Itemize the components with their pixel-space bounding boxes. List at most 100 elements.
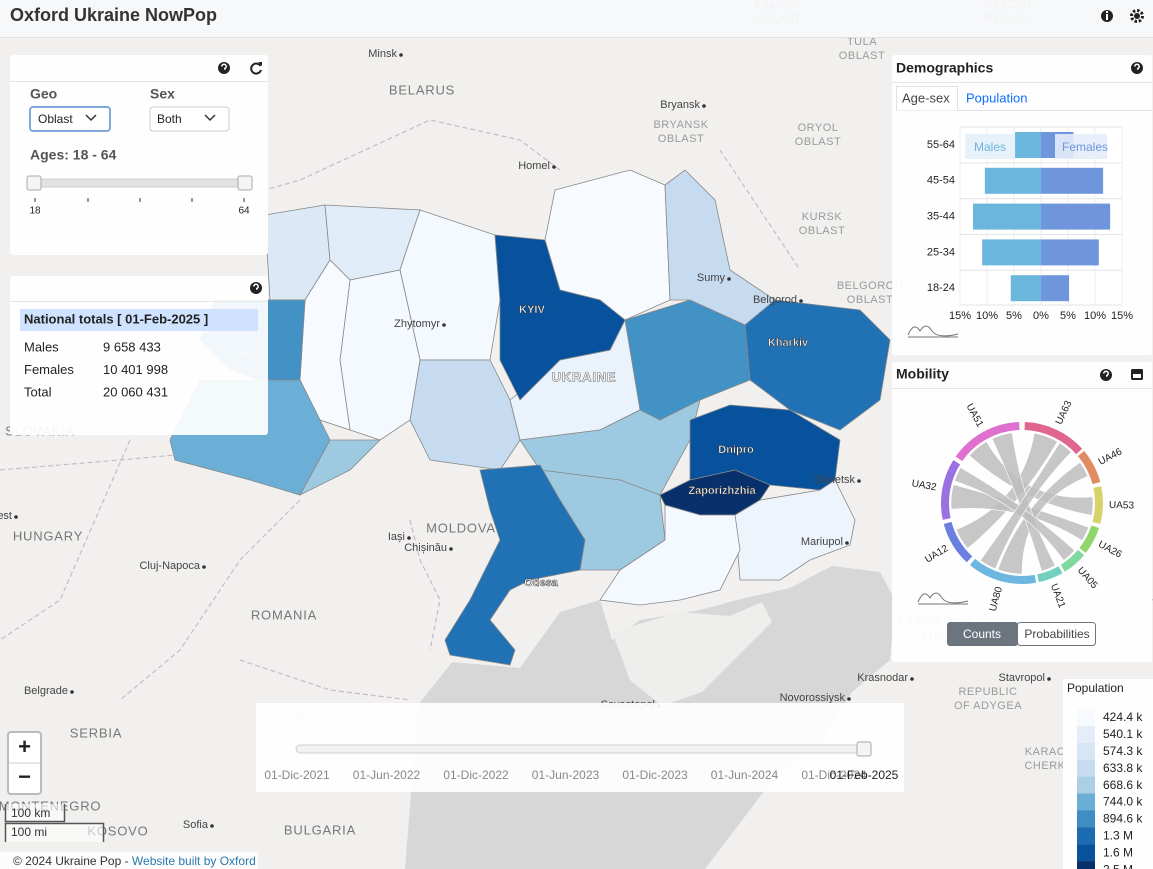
chord-group[interactable]: [955, 422, 1020, 462]
map-label: BELARUS: [389, 82, 455, 97]
footer-link[interactable]: Website built by Oxford: [132, 854, 256, 868]
map-label: Belgorod: [753, 294, 797, 306]
app-title: Oxford Ukraine NowPop: [10, 5, 217, 25]
reset-button[interactable]: [250, 62, 262, 75]
chord-group[interactable]: [941, 460, 961, 520]
chord-group[interactable]: [1024, 422, 1083, 455]
chevron: [85, 114, 97, 122]
legend-swatch: [1077, 827, 1095, 845]
totals-panel: [10, 276, 268, 435]
legend-swatch: [1077, 793, 1095, 811]
pyramid: 15% 10% 5% 0% 5% 10% 15% 55-64 45-54 35-44 25-34 18…: [927, 127, 1133, 322]
x-tick-label: 10%: [976, 310, 998, 322]
chord-group[interactable]: [1060, 549, 1085, 572]
help-button[interactable]: [250, 282, 262, 294]
map-label: Zaporizhzhia: [688, 485, 756, 497]
age-max: 64: [238, 206, 250, 217]
map-label: Chișinău: [404, 542, 447, 554]
chord-group[interactable]: [1077, 450, 1101, 485]
download-button[interactable]: [1131, 369, 1143, 380]
oblast[interactable]: [299, 439, 381, 496]
map-label: OF ADYGEA: [954, 700, 1022, 712]
map-label: OBLAST: [847, 294, 893, 306]
chord-group[interactable]: [1037, 566, 1063, 583]
legend-box: [965, 134, 1015, 159]
help-button[interactable]: [1100, 369, 1112, 381]
legend-swatch: [1077, 776, 1095, 794]
city-dot: [910, 677, 914, 681]
active-tab[interactable]: [896, 86, 958, 111]
oblast[interactable]: [599, 504, 741, 606]
oblast[interactable]: [409, 359, 521, 471]
chord-group[interactable]: [1079, 525, 1100, 553]
oblast[interactable]: [734, 479, 856, 581]
map-label: BRYANSK: [653, 119, 708, 131]
info-button[interactable]: [1101, 10, 1113, 22]
sparkline-icon[interactable]: [907, 325, 959, 338]
counts-button[interactable]: [947, 622, 1018, 646]
timeline-track: [295, 744, 865, 754]
age-slider-handle[interactable]: [237, 175, 253, 191]
legend-label: Males: [974, 140, 1006, 154]
ui-text: Oxford Ukraine NowPop Geo Oblast Sex Both Age…: [10, 5, 1143, 869]
map-label: Novorossiysk: [780, 692, 846, 704]
legend-label: 744.0 k: [1103, 795, 1143, 809]
legend-swatch: [1077, 810, 1095, 828]
legend-swatch: [1077, 861, 1095, 869]
map-label: BELGOROD: [837, 280, 903, 292]
city-dot: [407, 536, 411, 540]
legend-label: 1.3 M: [1103, 828, 1133, 842]
map-label: OBLAST: [839, 50, 885, 62]
totals-title: National totals [ 01-Feb-2025 ]: [24, 311, 208, 326]
settings-button[interactable]: [1130, 9, 1144, 23]
bar: [1010, 275, 1041, 302]
legend-label: 668.6 k: [1103, 778, 1143, 792]
map-label: KYIV: [519, 304, 545, 316]
map-label: Kharkiv: [768, 337, 809, 349]
oblast[interactable]: [444, 464, 586, 666]
age-slider-track: [33, 178, 246, 188]
oblast[interactable]: [494, 234, 626, 401]
chord: [955, 432, 1058, 550]
map-label: Belgrade: [24, 685, 68, 697]
sparkline-icon[interactable]: [917, 592, 969, 605]
legend-swatch: [1077, 844, 1095, 862]
city-dot: [1047, 677, 1051, 681]
timeline-tick: 01-Dic-2021: [264, 768, 330, 782]
help-button[interactable]: [218, 62, 230, 74]
totals-label: Females: [24, 362, 74, 377]
chord: [954, 467, 1076, 561]
legend-swatch: [1077, 759, 1095, 777]
button-label: Counts: [963, 627, 1001, 641]
city-dot: [702, 104, 706, 108]
chevron: [204, 114, 216, 122]
city-dot: [70, 690, 74, 694]
sex-select[interactable]: [149, 106, 230, 132]
legend-label: 1.6 M: [1103, 845, 1133, 859]
chord-group[interactable]: [1092, 486, 1103, 524]
map-label: KARAC: [1025, 746, 1065, 758]
chord-group[interactable]: [969, 558, 1037, 584]
map-label: KURSK: [802, 211, 843, 223]
oblast[interactable]: [744, 299, 891, 431]
timeline-handle[interactable]: [856, 741, 872, 757]
x-tick-label: 10%: [1084, 310, 1106, 322]
legend-swatch: [1077, 709, 1095, 726]
map-label: BULGARIA: [284, 822, 356, 837]
chord-group[interactable]: [943, 521, 973, 563]
map-label: apest: [0, 510, 12, 522]
map-label: UKRAINE: [552, 369, 617, 384]
city-dot: [847, 697, 851, 701]
map-label: SERBIA: [70, 725, 122, 740]
legend-label: 540.1 k: [1103, 727, 1143, 741]
totals-label: Males: [24, 339, 59, 354]
age-slider-handle[interactable]: [26, 175, 42, 191]
map-label: OBLAST: [799, 225, 845, 237]
help-button[interactable]: [1131, 62, 1143, 74]
geo-select[interactable]: [29, 106, 111, 132]
map-label: Donetsk: [815, 474, 856, 486]
probabilities-button[interactable]: [1017, 622, 1096, 646]
city-dot: [210, 824, 214, 828]
map-label: Minsk: [368, 48, 397, 60]
legend-box: [1055, 134, 1107, 159]
